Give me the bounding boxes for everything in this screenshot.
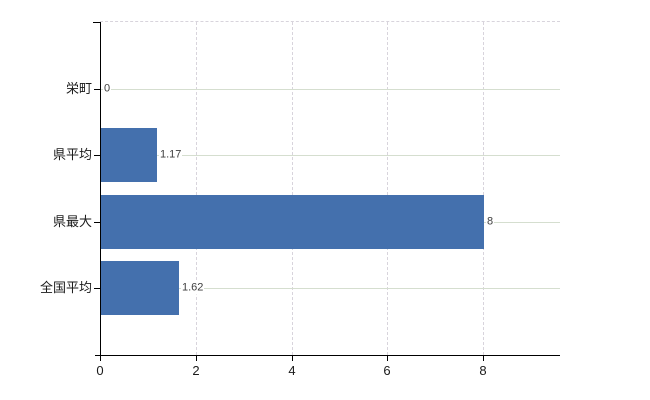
y-tick-mark (94, 288, 100, 289)
plot-top-border (100, 21, 560, 22)
bar (101, 128, 157, 182)
y-tick-mark (94, 89, 100, 90)
x-tick-label: 6 (383, 363, 391, 378)
v-gridline (196, 22, 197, 355)
y-tick-mark (94, 155, 100, 156)
category-label: 全国平均 (39, 280, 92, 295)
v-gridline (483, 22, 484, 355)
x-tick-mark (483, 356, 484, 361)
x-axis (95, 355, 560, 356)
x-tick-label: 2 (192, 363, 200, 378)
x-tick-label: 4 (288, 363, 296, 378)
x-tick-mark (292, 356, 293, 361)
x-tick-label: 8 (479, 363, 487, 378)
v-gridline (292, 22, 293, 355)
v-gridline (387, 22, 388, 355)
h-gridline (100, 89, 560, 90)
x-tick-mark (387, 356, 388, 361)
category-label: 県最大 (52, 214, 92, 229)
bar-value-label: 1.17 (159, 148, 183, 162)
x-tick-mark (100, 356, 101, 361)
bar (101, 195, 484, 249)
y-axis (100, 22, 101, 356)
y-tick-mark (94, 222, 100, 223)
bar-value-label: 0 (103, 82, 112, 96)
x-tick-mark (196, 356, 197, 361)
bar-value-label: 8 (486, 215, 495, 229)
category-label: 栄町 (65, 81, 92, 96)
h-gridline (100, 288, 560, 289)
y-axis-top-cap (93, 22, 100, 23)
category-label: 県平均 (52, 147, 92, 162)
bar-value-label: 1.62 (181, 281, 205, 295)
bar (101, 261, 179, 315)
h-gridline (100, 155, 560, 156)
x-tick-label: 0 (96, 363, 104, 378)
